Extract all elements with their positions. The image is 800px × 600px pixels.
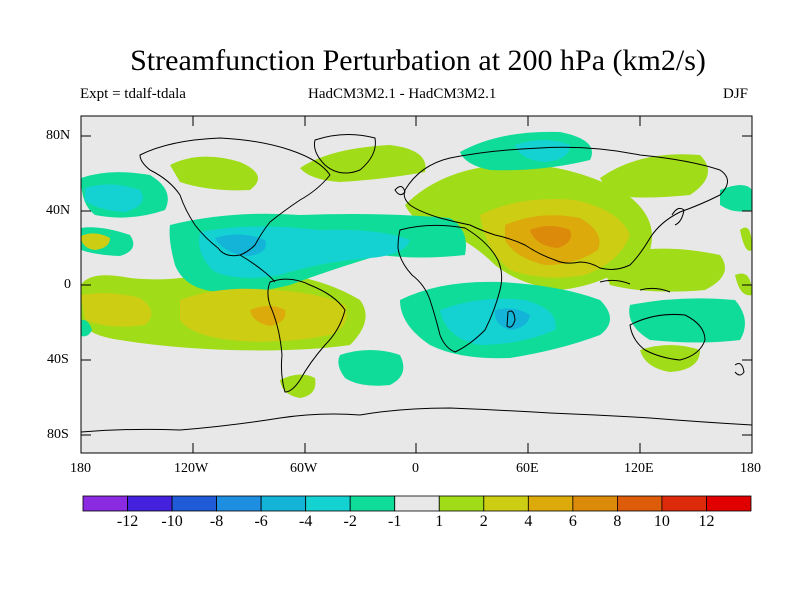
lat-label-40s: 40S bbox=[47, 352, 69, 367]
colorbar-swatch-7 bbox=[394, 495, 440, 512]
lon-label-120w: 120W bbox=[174, 461, 209, 476]
colorbar-swatch-14 bbox=[706, 495, 752, 512]
colorbar-swatch-12 bbox=[617, 495, 663, 512]
lat-label-0: 0 bbox=[64, 277, 71, 292]
colorbar-label-12: 10 bbox=[653, 513, 670, 530]
colorbar-label-1: -10 bbox=[161, 513, 183, 530]
model-label: HadCM3M2.1 - HadCM3M2.1 bbox=[308, 86, 497, 102]
season-label: DJF bbox=[723, 86, 749, 102]
lat-label-80n: 80N bbox=[46, 128, 71, 143]
lat-ticks bbox=[81, 135, 752, 436]
colorbar-label-5: -2 bbox=[343, 513, 357, 530]
colorbar-swatch-6 bbox=[349, 495, 396, 512]
colorbar-label-0: -12 bbox=[116, 513, 139, 530]
colorbar-swatch-11 bbox=[572, 495, 618, 512]
colorbar-label-7: 1 bbox=[435, 513, 444, 530]
experiment-label: Expt = tdalf-tdala bbox=[80, 86, 186, 102]
colorbar-label-13: 12 bbox=[698, 513, 715, 530]
lat-label-80s: 80S bbox=[47, 427, 69, 442]
lon-label-0: 0 bbox=[412, 461, 419, 476]
lon-label-180w: 180 bbox=[70, 461, 91, 476]
lon-label-120e: 120E bbox=[624, 461, 654, 476]
colorbar-label-11: 8 bbox=[613, 513, 622, 530]
colorbar-label-4: -4 bbox=[298, 513, 313, 530]
colorbar-swatch-9 bbox=[483, 495, 529, 512]
colorbar-swatch-1 bbox=[127, 495, 173, 512]
lon-label-60w: 60W bbox=[290, 461, 318, 476]
colorbar-label-3: -6 bbox=[254, 513, 268, 530]
lon-label-60e: 60E bbox=[516, 461, 539, 476]
colorbar-swatch-10 bbox=[527, 495, 574, 512]
coastlines bbox=[81, 134, 752, 433]
lat-label-40n: 40N bbox=[46, 203, 71, 218]
colorbar-swatch-13 bbox=[661, 495, 707, 512]
lon-label-180e: 180 bbox=[740, 461, 761, 476]
colorbar-swatch-4 bbox=[260, 495, 307, 512]
contour-field bbox=[81, 116, 752, 453]
colorbar-swatch-5 bbox=[305, 495, 351, 512]
colorbar-label-10: 6 bbox=[568, 513, 577, 530]
lon-ticks bbox=[192, 116, 641, 453]
colorbar-swatch-3 bbox=[216, 495, 262, 512]
colorbar-label-2: -8 bbox=[209, 513, 224, 530]
colorbar-label-9: 4 bbox=[524, 513, 533, 530]
colorbar-label-8: 2 bbox=[479, 513, 488, 530]
map-title: Streamfunction Perturbation at 200 hPa (… bbox=[130, 44, 706, 77]
colorbar bbox=[82, 495, 752, 512]
colorbar-swatch-8 bbox=[438, 495, 485, 512]
colorbar-swatch-2 bbox=[171, 495, 217, 512]
colorbar-label-6: -1 bbox=[388, 513, 402, 530]
colorbar-swatch-0 bbox=[82, 495, 128, 512]
